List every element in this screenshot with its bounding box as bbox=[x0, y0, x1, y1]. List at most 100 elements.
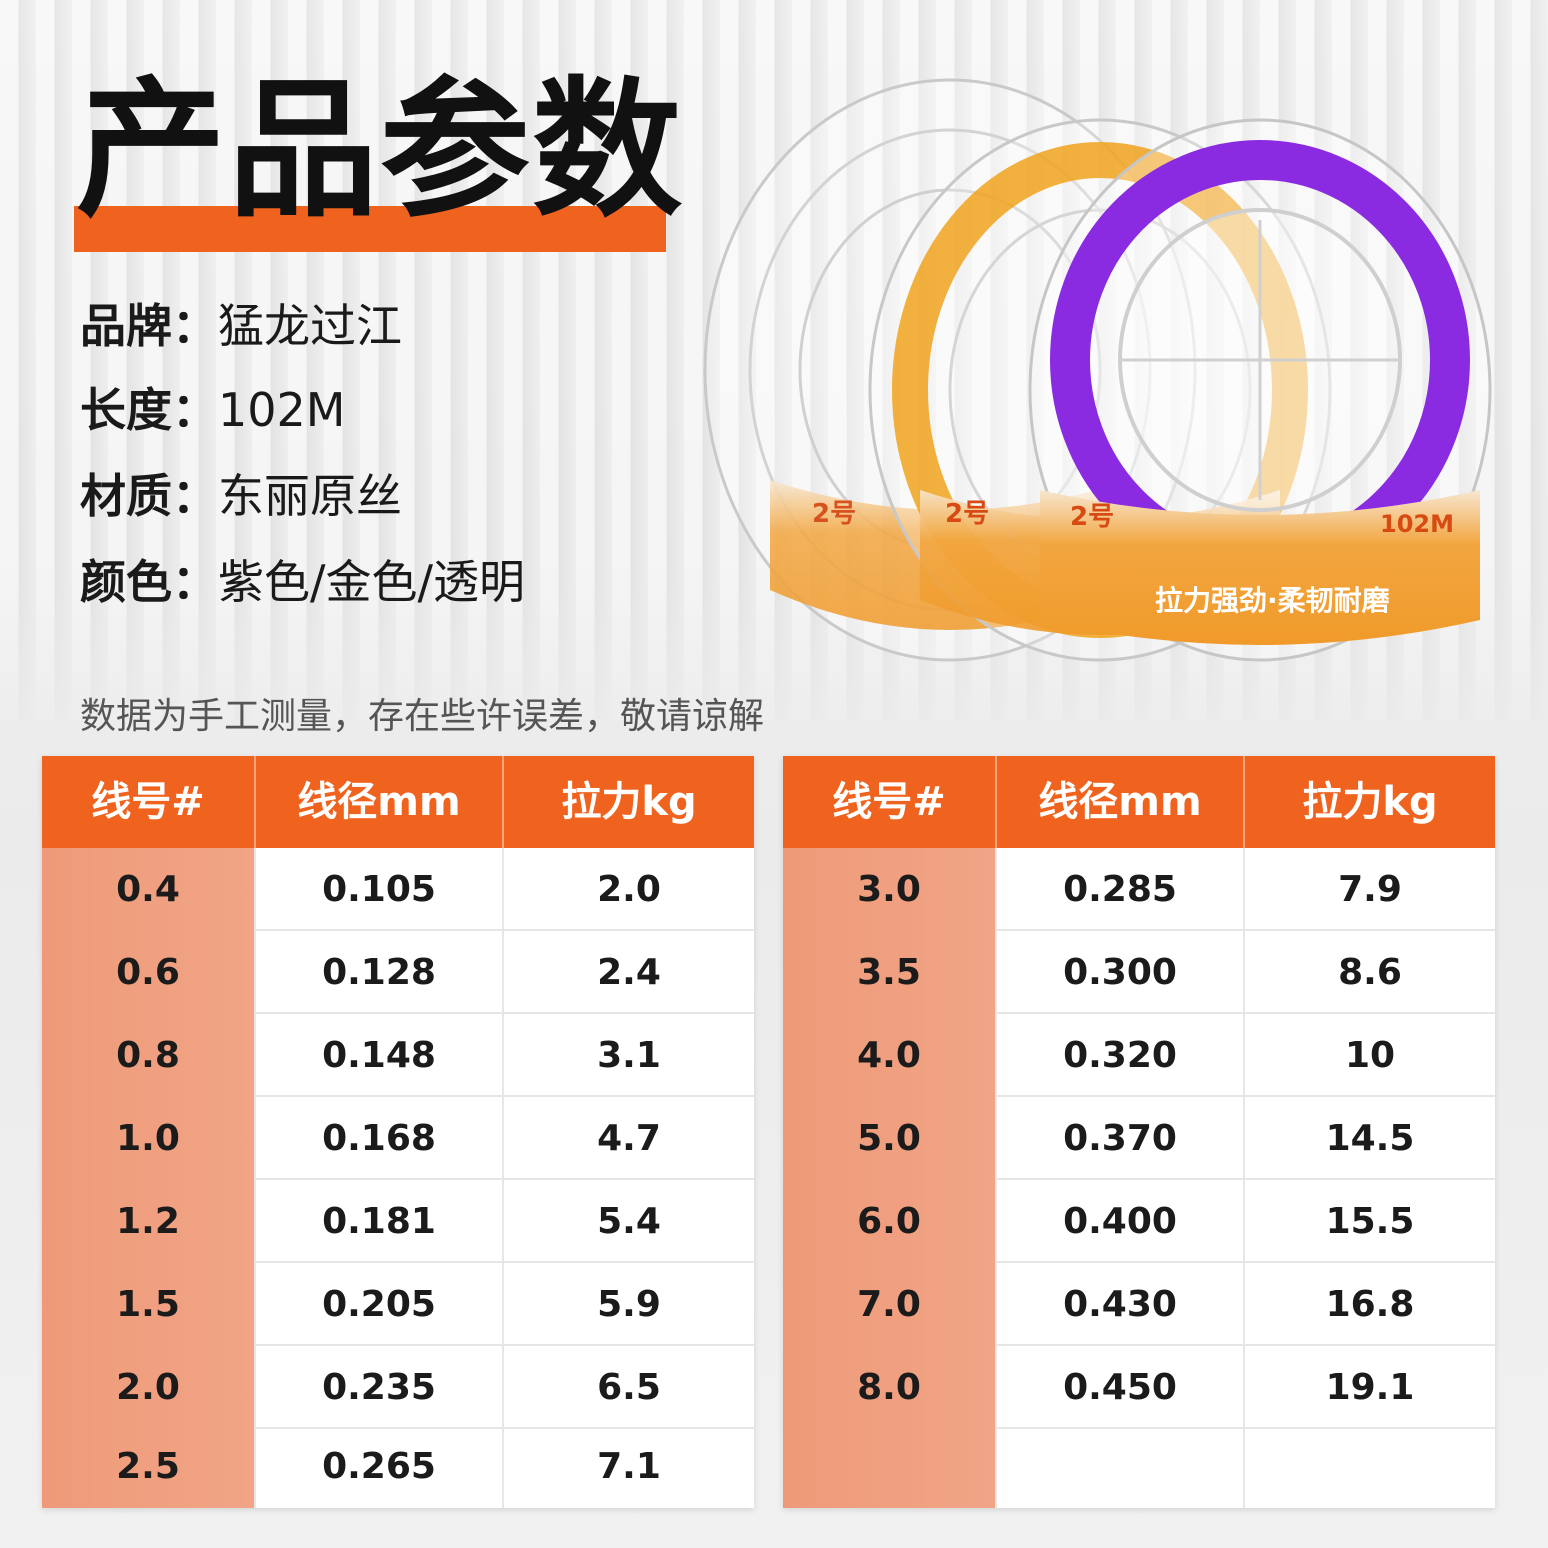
cell-diameter: 0.285 bbox=[1063, 869, 1177, 910]
purple-spool-slogan: 拉力强劲·柔韧耐磨 bbox=[1155, 584, 1390, 617]
spec-material-label: 材质： bbox=[80, 469, 218, 523]
cell-line-number bbox=[783, 1425, 995, 1508]
cell-tension: 4.7 bbox=[597, 1118, 661, 1159]
cell-diameter: 0.320 bbox=[1063, 1035, 1177, 1076]
cell-tension: 5.9 bbox=[597, 1284, 661, 1325]
purple-spool: 2号 102M 拉力强劲·柔韧耐磨 bbox=[1028, 118, 1492, 662]
cell-tension: 2.0 bbox=[597, 869, 661, 910]
cell-line-number: 1.2 bbox=[116, 1201, 180, 1242]
spec-table-left: 线号# 线径mm 拉力kg 0.4 0.105 2.0 0.6 0.128 2.… bbox=[42, 756, 754, 1508]
title-underline bbox=[74, 206, 666, 252]
cell-line-number: 0.4 bbox=[116, 869, 180, 910]
header-line-number: 线号# bbox=[832, 779, 946, 825]
column-divider bbox=[995, 756, 997, 1508]
table-row bbox=[783, 1425, 1495, 1508]
cell-line-number: 5.0 bbox=[857, 1118, 921, 1159]
spec-brand-label: 品牌： bbox=[80, 299, 218, 353]
cell-line-number: 0.8 bbox=[116, 1035, 180, 1076]
spec-material-value: 东丽原丝 bbox=[218, 469, 402, 523]
cell-diameter: 0.235 bbox=[322, 1367, 436, 1408]
cell-diameter: 0.450 bbox=[1063, 1367, 1177, 1408]
cell-diameter: 0.430 bbox=[1063, 1284, 1177, 1325]
spec-brand-value: 猛龙过江 bbox=[218, 299, 402, 353]
cell-diameter: 0.300 bbox=[1063, 952, 1177, 993]
table-row: 0.8 0.148 3.1 bbox=[42, 1014, 754, 1097]
cell-diameter: 0.168 bbox=[322, 1118, 436, 1159]
column-divider bbox=[502, 756, 504, 1508]
cell-line-number: 2.5 bbox=[116, 1446, 180, 1487]
cell-line-number: 0.6 bbox=[116, 952, 180, 993]
product-spools-image: 2号 2号 2号 102M 拉力强劲·柔韧耐磨 bbox=[703, 78, 1492, 662]
header-divider bbox=[995, 756, 997, 848]
clear-spool-number: 2号 bbox=[812, 499, 856, 529]
cell-diameter: 0.181 bbox=[322, 1201, 436, 1242]
table-header: 线号# 线径mm 拉力kg bbox=[42, 756, 754, 848]
cell-tension: 8.6 bbox=[1338, 952, 1402, 993]
spec-color-value: 紫色/金色/透明 bbox=[218, 555, 525, 609]
cell-line-number: 8.0 bbox=[857, 1367, 921, 1408]
table-row: 3.0 0.285 7.9 bbox=[783, 848, 1495, 931]
cell-line-number: 4.0 bbox=[857, 1035, 921, 1076]
table-row: 3.5 0.300 8.6 bbox=[783, 931, 1495, 1014]
header-diameter: 线径mm bbox=[1038, 779, 1202, 825]
header-divider bbox=[502, 756, 504, 848]
purple-spool-number: 2号 bbox=[1070, 502, 1114, 532]
header-divider bbox=[254, 756, 256, 848]
spec-material: 材质：东丽原丝 bbox=[80, 464, 402, 528]
cell-diameter: 0.265 bbox=[322, 1446, 436, 1487]
cell-tension: 7.9 bbox=[1338, 869, 1402, 910]
table-row: 4.0 0.320 10 bbox=[783, 1014, 1495, 1097]
table-row: 0.6 0.128 2.4 bbox=[42, 931, 754, 1014]
header-diameter: 线径mm bbox=[297, 779, 461, 825]
table-header: 线号# 线径mm 拉力kg bbox=[783, 756, 1495, 848]
header-tension: 拉力kg bbox=[561, 779, 697, 825]
first-column-shade bbox=[42, 848, 254, 1508]
header-tension: 拉力kg bbox=[1302, 779, 1438, 825]
cell-tension: 6.5 bbox=[597, 1367, 661, 1408]
cell-line-number: 2.0 bbox=[116, 1367, 180, 1408]
cell-diameter: 0.205 bbox=[322, 1284, 436, 1325]
purple-spool-length: 102M bbox=[1380, 510, 1454, 538]
cell-tension bbox=[1245, 1425, 1495, 1508]
cell-diameter: 0.105 bbox=[322, 869, 436, 910]
cell-diameter bbox=[997, 1425, 1243, 1508]
cell-tension: 10 bbox=[1344, 1035, 1396, 1076]
cell-line-number: 1.5 bbox=[116, 1284, 180, 1325]
cell-diameter: 0.128 bbox=[322, 952, 436, 993]
cell-tension: 5.4 bbox=[597, 1201, 661, 1242]
table-row: 2.5 0.265 7.1 bbox=[42, 1425, 754, 1508]
table-row: 1.0 0.168 4.7 bbox=[42, 1097, 754, 1180]
table-row: 8.0 0.450 19.1 bbox=[783, 1346, 1495, 1429]
cell-line-number: 3.5 bbox=[857, 952, 921, 993]
table-row: 0.4 0.105 2.0 bbox=[42, 848, 754, 931]
first-column-shade bbox=[783, 848, 995, 1508]
cell-diameter: 0.370 bbox=[1063, 1118, 1177, 1159]
cell-tension: 2.4 bbox=[597, 952, 661, 993]
column-divider bbox=[254, 756, 256, 1508]
table-row: 1.2 0.181 5.4 bbox=[42, 1180, 754, 1263]
cell-tension: 15.5 bbox=[1325, 1201, 1415, 1242]
table-row: 6.0 0.400 15.5 bbox=[783, 1180, 1495, 1263]
spec-brand: 品牌：猛龙过江 bbox=[80, 294, 402, 358]
gold-spool-number: 2号 bbox=[945, 499, 989, 529]
spec-color-label: 颜色： bbox=[80, 555, 218, 609]
spec-length: 长度：102M bbox=[80, 378, 346, 442]
table-row: 1.5 0.205 5.9 bbox=[42, 1263, 754, 1346]
spec-length-label: 长度： bbox=[80, 383, 218, 437]
column-divider bbox=[1243, 756, 1245, 1508]
page-title: 产品参数 bbox=[76, 64, 685, 238]
cell-diameter: 0.148 bbox=[322, 1035, 436, 1076]
cell-tension: 3.1 bbox=[597, 1035, 661, 1076]
measurement-note: 数据为手工测量，存在些许误差，敬请谅解 bbox=[80, 696, 765, 737]
table-row: 2.0 0.235 6.5 bbox=[42, 1346, 754, 1429]
spec-table-right: 线号# 线径mm 拉力kg 3.0 0.285 7.9 3.5 0.300 8.… bbox=[783, 756, 1495, 1508]
cell-diameter: 0.400 bbox=[1063, 1201, 1177, 1242]
cell-tension: 7.1 bbox=[597, 1446, 661, 1487]
cell-tension: 14.5 bbox=[1325, 1118, 1415, 1159]
cell-tension: 16.8 bbox=[1325, 1284, 1415, 1325]
cell-line-number: 1.0 bbox=[116, 1118, 180, 1159]
spec-color: 颜色：紫色/金色/透明 bbox=[80, 550, 525, 614]
spec-length-value: 102M bbox=[218, 383, 346, 437]
table-row: 5.0 0.370 14.5 bbox=[783, 1097, 1495, 1180]
cell-tension: 19.1 bbox=[1325, 1367, 1415, 1408]
